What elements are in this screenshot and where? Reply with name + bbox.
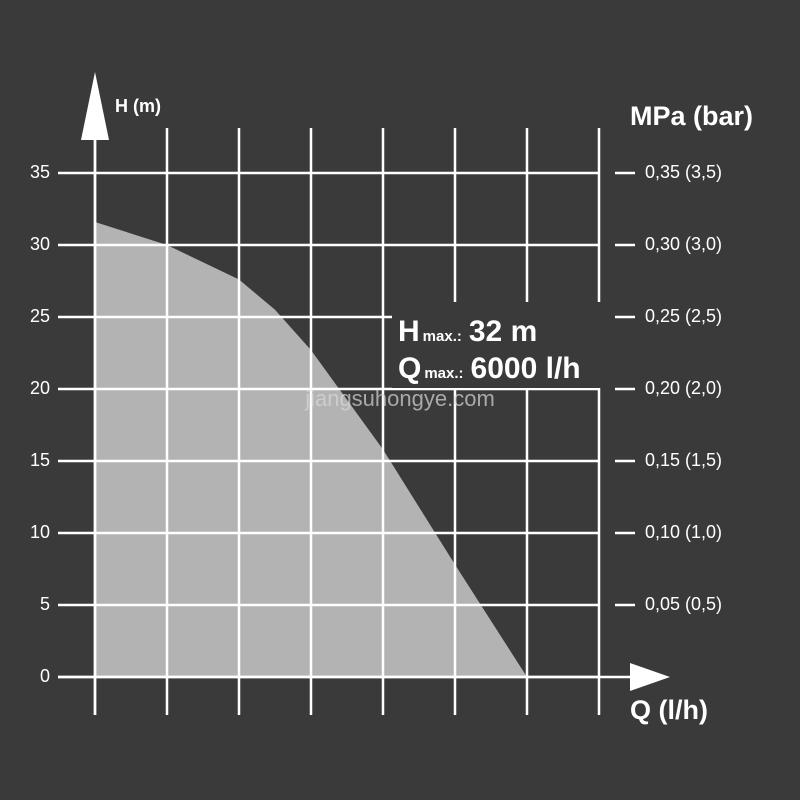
y2-tick-label: 0,05 (0,5) <box>645 594 722 614</box>
y-tick-label: 0 <box>40 666 50 686</box>
y-tick-label: 15 <box>30 450 50 470</box>
y-tick-label: 5 <box>40 594 50 614</box>
y-tick-label: 20 <box>30 378 50 398</box>
annotation-bg <box>392 302 608 388</box>
annotation-value: 32 m <box>469 315 537 348</box>
y-axis-arrow <box>81 72 109 140</box>
annotation-sub: max.: <box>424 365 463 382</box>
annotation-main: H <box>398 315 420 348</box>
annotation-value: 6000 l/h <box>471 352 581 385</box>
y2-tick-label: 0,35 (3,5) <box>645 162 722 182</box>
y-axis-label: H (m) <box>115 96 161 116</box>
y-tick-label: 10 <box>30 522 50 542</box>
y2-tick-label: 0,25 (2,5) <box>645 306 722 326</box>
y-tick-label: 30 <box>30 234 50 254</box>
y2-tick-label: 0,30 (3,0) <box>645 234 722 254</box>
y2-tick-label: 0,15 (1,5) <box>645 450 722 470</box>
y-tick-label: 25 <box>30 306 50 326</box>
x-axis-arrow <box>630 663 670 691</box>
watermark: jiangsuhongye.com <box>304 386 495 411</box>
annotation-sub: max.: <box>423 328 462 345</box>
annotation-main: Q <box>398 352 421 385</box>
y2-tick-label: 0,20 (2,0) <box>645 378 722 398</box>
y2-tick-label: 0,10 (1,0) <box>645 522 722 542</box>
y-tick-label: 35 <box>30 162 50 182</box>
y2-axis-label: MPa (bar) <box>630 101 753 131</box>
x-axis-label: Q (l/h) <box>630 695 708 725</box>
